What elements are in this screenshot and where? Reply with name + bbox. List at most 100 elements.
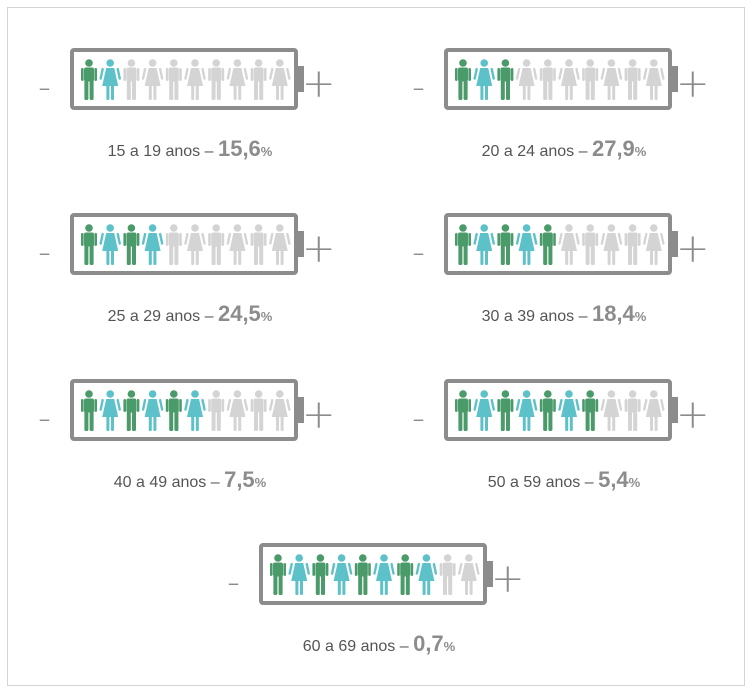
percentage-value: 15,6 <box>217 136 261 161</box>
plus-sign: + <box>302 226 336 272</box>
male-person-icon <box>208 390 225 431</box>
percent-symbol: % <box>254 475 267 490</box>
minus-sign: - <box>227 562 240 603</box>
male-person-icon <box>81 390 97 431</box>
battery-icon <box>259 543 493 605</box>
female-person-icon <box>558 390 580 431</box>
battery-icon <box>444 48 678 110</box>
battery-icon <box>70 48 304 110</box>
male-person-icon <box>123 224 140 265</box>
percent-symbol: % <box>628 475 641 490</box>
percent-symbol: % <box>634 309 647 324</box>
age-group-7: - +60 a 69 anos – 0,7% <box>227 543 529 656</box>
age-group-label: 60 a 69 anos – 0,7% <box>229 631 529 657</box>
female-person-icon <box>600 59 623 100</box>
battery-icon <box>444 213 678 275</box>
percent-symbol: % <box>260 309 273 324</box>
male-person-icon <box>539 59 556 100</box>
age-range-text: 40 a 49 anos – <box>113 474 220 491</box>
male-person-icon <box>582 390 599 431</box>
female-person-icon <box>99 224 121 265</box>
male-person-icon <box>624 59 641 100</box>
plus-sign: + <box>302 392 336 438</box>
age-range-text: 20 a 24 anos – <box>481 143 588 160</box>
battery-icon <box>444 379 678 441</box>
female-person-icon <box>226 59 249 100</box>
female-person-icon <box>269 59 291 100</box>
female-person-icon <box>515 224 538 265</box>
plus-sign: + <box>676 226 710 272</box>
female-person-icon <box>558 224 580 265</box>
battery-icon <box>70 379 304 441</box>
male-person-icon <box>270 554 286 595</box>
plus-sign: + <box>676 61 710 107</box>
age-range-text: 25 a 29 anos – <box>107 308 214 325</box>
male-person-icon <box>250 59 267 100</box>
female-person-icon <box>184 390 206 431</box>
female-person-icon <box>184 59 206 100</box>
male-person-icon <box>208 59 225 100</box>
minus-sign: - <box>38 232 51 273</box>
female-person-icon <box>99 390 121 431</box>
male-person-icon <box>497 390 514 431</box>
male-person-icon <box>624 224 641 265</box>
female-person-icon <box>330 554 353 595</box>
male-person-icon <box>582 59 599 100</box>
male-person-icon <box>354 554 371 595</box>
minus-sign: - <box>412 67 425 108</box>
female-person-icon <box>558 59 580 100</box>
female-person-icon <box>473 224 495 265</box>
age-group-2: - +20 a 24 anos – 27,9% <box>412 48 714 161</box>
age-group-4: - +30 a 39 anos – 18,4% <box>412 213 714 326</box>
female-person-icon <box>515 59 538 100</box>
age-group-1: - +15 a 19 anos – 15,6% <box>38 48 340 161</box>
male-person-icon <box>165 59 182 100</box>
male-person-icon <box>250 224 267 265</box>
male-person-icon <box>497 59 514 100</box>
infographic-frame <box>7 7 745 686</box>
female-person-icon <box>473 390 495 431</box>
male-person-icon <box>439 554 456 595</box>
male-person-icon <box>123 390 140 431</box>
percentage-value: 27,9 <box>591 136 635 161</box>
female-person-icon <box>515 390 538 431</box>
age-group-label: 30 a 39 anos – 18,4% <box>414 301 714 327</box>
age-group-3: - +25 a 29 anos – 24,5% <box>38 213 340 326</box>
female-person-icon <box>141 224 164 265</box>
female-person-icon <box>643 59 665 100</box>
female-person-icon <box>643 224 665 265</box>
male-person-icon <box>208 224 225 265</box>
male-person-icon <box>397 554 414 595</box>
plus-sign: + <box>302 61 336 107</box>
male-person-icon <box>81 59 97 100</box>
female-person-icon <box>600 224 623 265</box>
percentage-value: 18,4 <box>591 301 635 326</box>
percentage-value: 7,5 <box>224 467 255 492</box>
battery-icon <box>70 213 304 275</box>
female-person-icon <box>226 224 249 265</box>
male-person-icon <box>455 59 471 100</box>
female-person-icon <box>99 59 121 100</box>
age-group-label: 15 a 19 anos – 15,6% <box>40 136 340 162</box>
female-person-icon <box>269 390 291 431</box>
male-person-icon <box>250 390 267 431</box>
age-range-text: 30 a 39 anos – <box>481 308 588 325</box>
female-person-icon <box>415 554 438 595</box>
female-person-icon <box>458 554 480 595</box>
percent-symbol: % <box>260 144 273 159</box>
male-person-icon <box>165 224 182 265</box>
percentage-value: 24,5 <box>217 301 261 326</box>
minus-sign: - <box>38 398 51 439</box>
male-person-icon <box>455 224 471 265</box>
female-person-icon <box>473 59 495 100</box>
male-person-icon <box>539 224 556 265</box>
male-person-icon <box>165 390 182 431</box>
plus-sign: + <box>491 556 525 602</box>
age-group-6: - +50 a 59 anos – 5,4% <box>412 379 714 492</box>
plus-sign: + <box>676 392 710 438</box>
minus-sign: - <box>38 67 51 108</box>
age-group-label: 25 a 29 anos – 24,5% <box>40 301 340 327</box>
age-group-label: 20 a 24 anos – 27,9% <box>414 136 714 162</box>
male-person-icon <box>497 224 514 265</box>
minus-sign: - <box>412 232 425 273</box>
